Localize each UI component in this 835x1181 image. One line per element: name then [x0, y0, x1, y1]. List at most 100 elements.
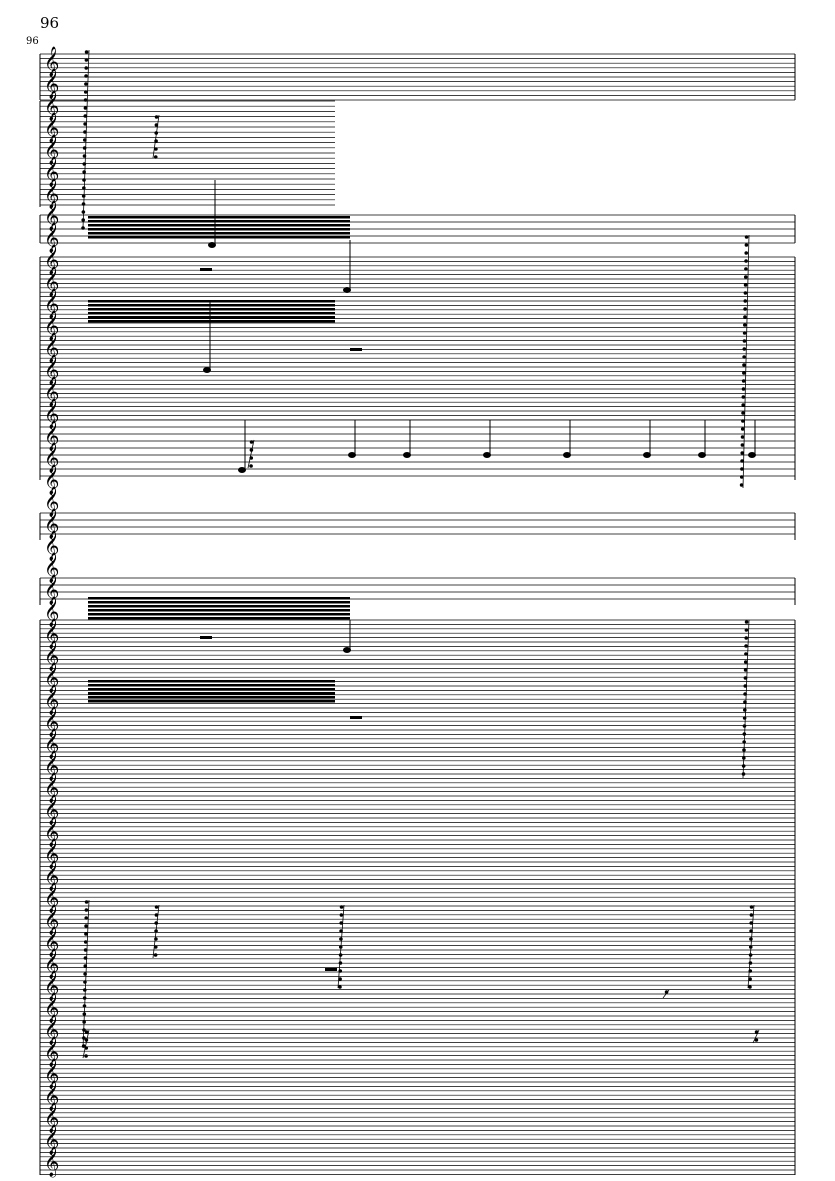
sixteenth-rest	[339, 937, 343, 941]
measure-number: 96	[26, 36, 39, 47]
note-beam	[88, 304, 335, 307]
sixteenth-rest	[338, 953, 343, 957]
note-head	[403, 452, 411, 458]
treble-clef-icon: 𝄞	[44, 926, 59, 958]
sixteenth-rest	[744, 259, 748, 263]
sixteenth-rest	[83, 130, 87, 134]
sixteenth-rest	[83, 956, 88, 960]
treble-clef-icon: 𝄞	[44, 970, 59, 1002]
sixteenth-rest	[742, 363, 746, 367]
sixteenth-rest	[82, 178, 86, 182]
whole-rest	[350, 716, 362, 719]
sixteenth-rest	[83, 138, 87, 142]
sixteenth-rest	[81, 210, 86, 214]
sixteenth-rest	[84, 908, 89, 912]
sixteenth-rest	[742, 732, 747, 736]
note-beam	[88, 696, 335, 699]
sixteenth-rest	[82, 146, 87, 150]
whole-rest	[325, 968, 337, 971]
sixteenth-rest	[744, 644, 748, 648]
treble-clef-icon: 𝄞	[44, 46, 59, 78]
note-beam	[88, 597, 350, 600]
treble-clef-icon: 𝄞	[44, 1124, 59, 1156]
sixteenth-rest	[742, 339, 747, 343]
sixteenth-rest	[84, 916, 89, 920]
note-beam	[88, 609, 350, 612]
treble-clef-icon: 𝄞	[44, 398, 59, 430]
treble-clef-icon: 𝄞	[44, 222, 59, 254]
treble-clef-icon: 𝄞	[44, 794, 59, 826]
note-beam	[88, 308, 335, 311]
sixteenth-rest	[748, 985, 752, 989]
sixteenth-rest	[739, 483, 744, 487]
note-beam	[88, 605, 350, 608]
sixteenth-rest	[81, 202, 86, 206]
sixteenth-rest	[154, 905, 159, 909]
sixteenth-rest	[741, 419, 745, 423]
sixteenth-rest	[740, 459, 744, 463]
note-beam	[88, 601, 350, 604]
sixteenth-rest	[743, 700, 747, 704]
sixteenth-rest	[741, 387, 746, 391]
sixteenth-rest	[82, 162, 87, 166]
sixteenth-rest	[744, 267, 748, 271]
treble-clef-icon: 𝄞	[44, 310, 59, 342]
rest-cluster	[247, 439, 255, 469]
sixteenth-rest	[754, 1038, 759, 1042]
note-beam	[88, 300, 335, 303]
treble-clef-icon: 𝄞	[44, 134, 59, 166]
sixteenth-rest	[740, 443, 745, 447]
sixteenth-rest	[664, 990, 669, 994]
sixteenth-rest	[741, 772, 746, 776]
sixteenth-rest	[743, 708, 747, 712]
sixteenth-rest	[83, 98, 88, 102]
sixteenth-rest	[338, 985, 342, 989]
sixteenth-rest	[742, 740, 746, 744]
treble-clef-icon: 𝄞	[44, 1080, 59, 1112]
note-beam	[88, 688, 335, 691]
sixteenth-rest	[83, 114, 88, 118]
note-beam	[88, 228, 350, 231]
note-head	[748, 452, 756, 458]
treble-clef-icon: 𝄞	[44, 1146, 59, 1178]
sixteenth-rest	[83, 122, 87, 126]
sixteenth-rest	[84, 1030, 89, 1034]
sixteenth-rest	[82, 1020, 86, 1024]
note-beam	[88, 617, 350, 620]
treble-clef-icon: 𝄞	[44, 244, 59, 276]
treble-clef-icon: 𝄞	[44, 112, 59, 144]
sixteenth-rest	[743, 307, 747, 311]
sixteenth-rest	[740, 427, 745, 431]
sixteenth-rest	[744, 628, 749, 632]
treble-clef-icon: 𝄞	[44, 90, 59, 122]
sixteenth-rest	[154, 139, 158, 143]
sixteenth-rest	[84, 74, 88, 78]
sixteenth-rest	[81, 194, 86, 198]
sixteenth-rest	[749, 921, 754, 925]
note-head	[698, 452, 706, 458]
sixteenth-rest	[743, 692, 747, 696]
rest-cluster	[742, 234, 750, 489]
sixteenth-rest	[153, 953, 158, 957]
treble-clef-icon: 𝄞	[44, 706, 59, 738]
note-head	[563, 452, 571, 458]
sixteenth-rest	[83, 90, 88, 94]
treble-clef-icon: 𝄞	[44, 332, 59, 364]
sixteenth-rest	[82, 170, 86, 174]
note-beam	[88, 216, 350, 219]
sixteenth-rest	[84, 1054, 88, 1058]
note-head	[483, 452, 491, 458]
note-beam	[88, 680, 335, 683]
sixteenth-rest	[742, 748, 746, 752]
note-beam	[88, 613, 350, 616]
page-number: 96	[40, 14, 60, 32]
sixteenth-rest	[741, 764, 746, 768]
sixteenth-rest	[743, 291, 748, 295]
sixteenth-rest	[154, 115, 159, 119]
sixteenth-rest	[339, 921, 344, 925]
whole-rest	[200, 268, 212, 271]
treble-clef-icon: 𝄞	[44, 530, 59, 562]
treble-clef-icon: 𝄞	[44, 596, 59, 628]
sixteenth-rest	[154, 937, 158, 941]
